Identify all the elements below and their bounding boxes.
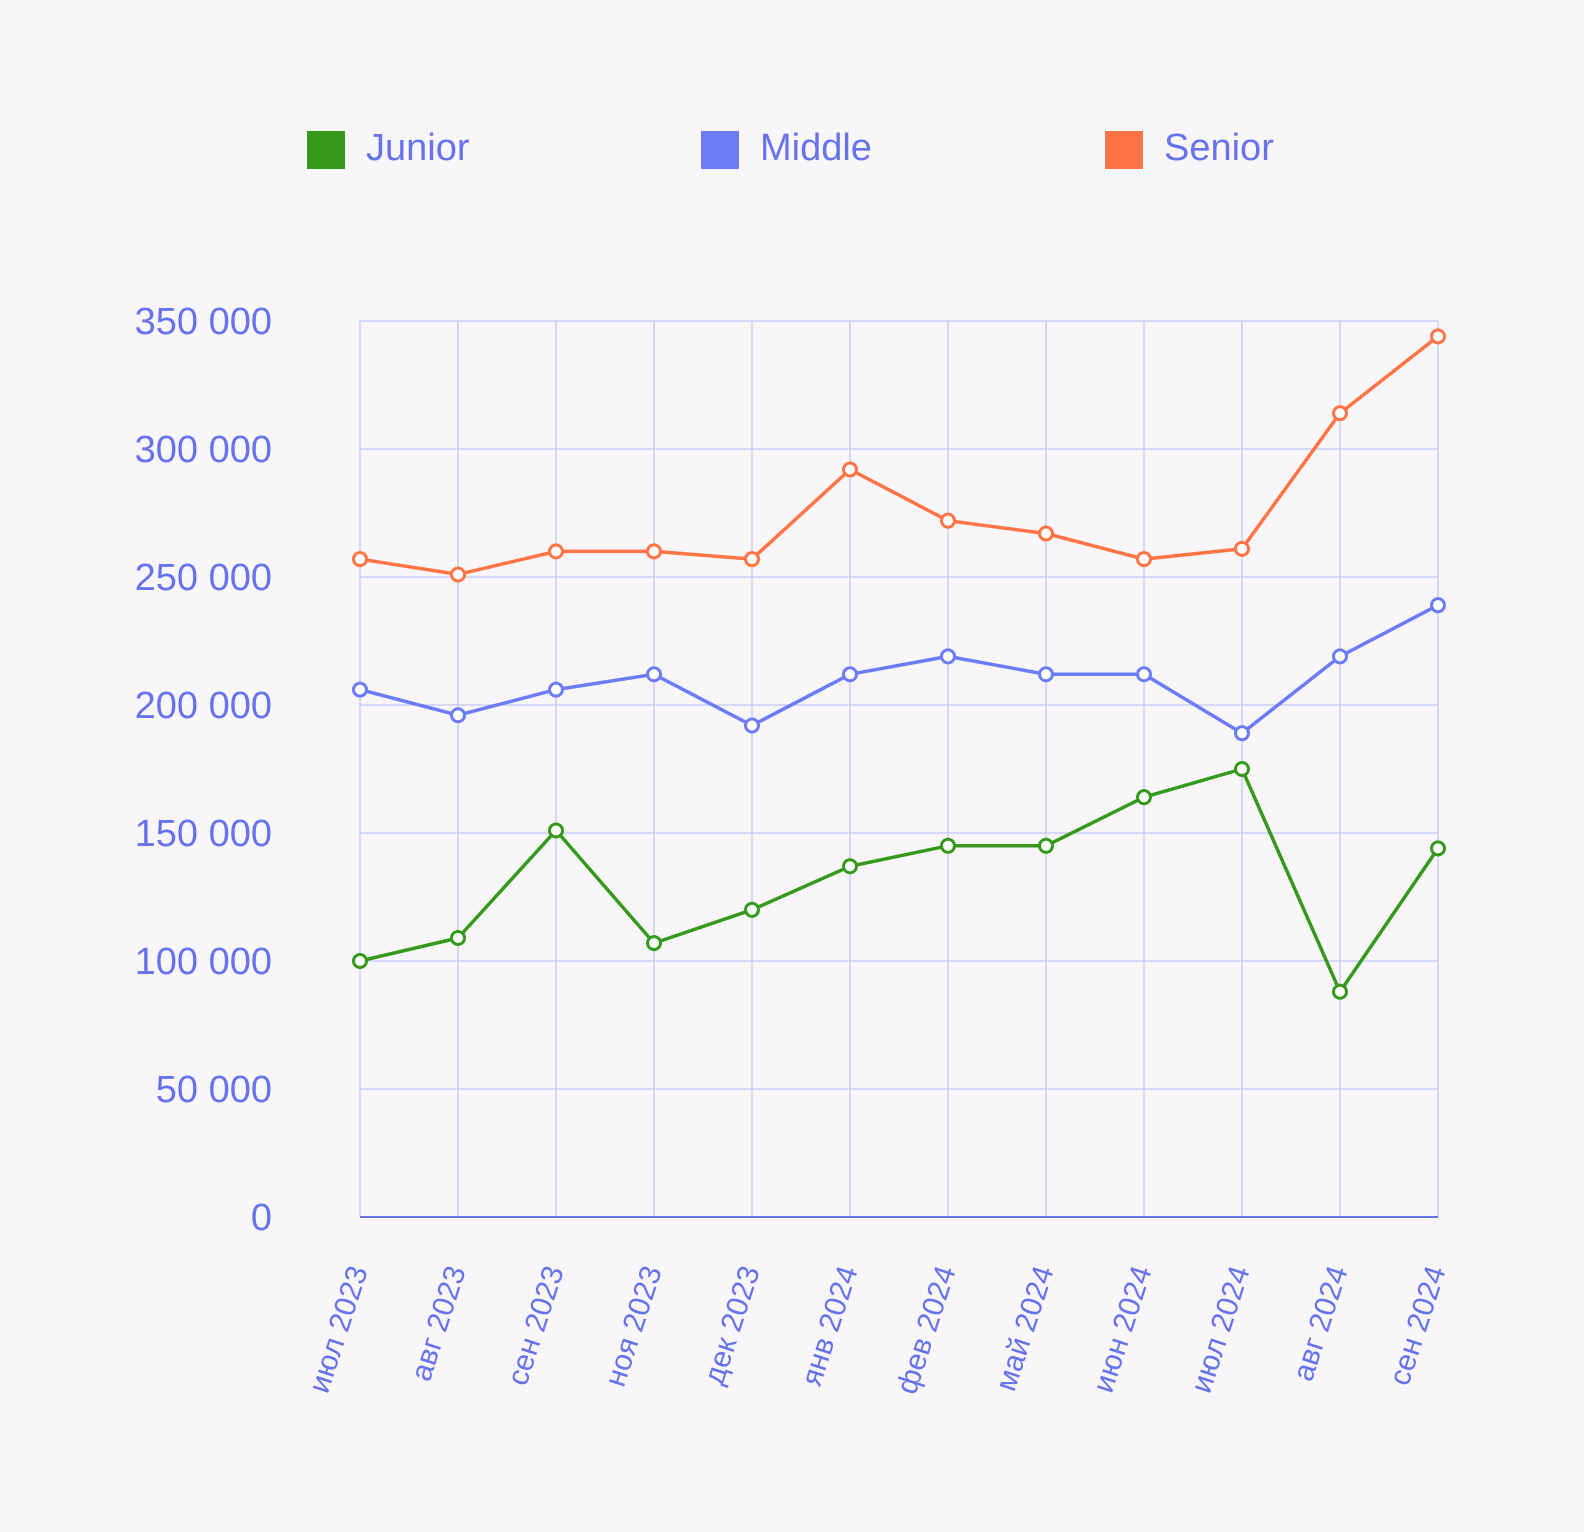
data-point xyxy=(1234,725,1250,742)
series-senior xyxy=(352,328,1446,583)
data-point xyxy=(450,929,466,946)
y-tick-label: 250 000 xyxy=(135,557,272,599)
data-point xyxy=(352,551,368,568)
data-point xyxy=(646,935,662,952)
data-point xyxy=(450,707,466,724)
data-point xyxy=(744,717,760,734)
x-tick-label: июл 2024 xyxy=(1185,1262,1257,1397)
y-tick-label: 50 000 xyxy=(156,1069,272,1111)
x-tick-label: сен 2024 xyxy=(1383,1262,1452,1389)
data-point xyxy=(646,543,662,560)
legend-label-middle: Middle xyxy=(760,127,872,169)
y-tick-label: 300 000 xyxy=(135,429,272,471)
data-point xyxy=(352,953,368,969)
y-tick-label: 350 000 xyxy=(135,301,272,343)
data-point xyxy=(1136,551,1152,568)
data-point xyxy=(548,543,564,560)
data-point xyxy=(450,566,466,583)
x-tick-label: июн 2024 xyxy=(1087,1262,1159,1397)
data-point xyxy=(1332,983,1348,1000)
x-tick-label: сен 2023 xyxy=(501,1262,570,1389)
data-point xyxy=(940,512,956,529)
data-point xyxy=(1234,761,1250,777)
data-point xyxy=(842,461,858,478)
data-point xyxy=(548,681,564,698)
data-point xyxy=(842,666,858,683)
y-axis-ticks: 0 50 000 100 000 150 000 200 000 250 000 300 0… xyxy=(135,301,272,1239)
data-point xyxy=(1430,597,1446,614)
chart-grid xyxy=(359,320,1439,1218)
data-point xyxy=(940,648,956,665)
series-line-middle xyxy=(358,603,1440,735)
legend-swatch-senior xyxy=(1105,131,1143,169)
series-junior xyxy=(352,761,1446,1000)
x-tick-label: янв 2024 xyxy=(795,1262,865,1390)
x-axis-ticks: июл 2023 авг 2023 сен 2023 ноя 2023 дек 2023… xyxy=(303,1262,1453,1398)
data-point xyxy=(1430,840,1446,857)
x-tick-label: дек 2023 xyxy=(697,1262,766,1389)
x-tick-label: май 2024 xyxy=(989,1262,1060,1395)
chart-series xyxy=(352,328,1446,1000)
y-tick-label: 100 000 xyxy=(135,941,272,983)
legend-swatch-junior xyxy=(307,131,345,169)
data-point xyxy=(1136,789,1152,806)
data-point xyxy=(744,901,760,918)
series-line-senior xyxy=(358,334,1440,577)
legend-label-junior: Junior xyxy=(366,127,470,169)
data-point xyxy=(1332,405,1348,422)
data-point xyxy=(1038,837,1054,854)
x-tick-label: авг 2024 xyxy=(1287,1262,1355,1385)
y-tick-label: 200 000 xyxy=(135,685,272,727)
data-point xyxy=(1430,328,1446,345)
data-point xyxy=(646,666,662,683)
data-point xyxy=(1038,666,1054,683)
x-tick-label: июл 2023 xyxy=(303,1262,375,1397)
series-middle xyxy=(352,597,1446,742)
data-point xyxy=(744,551,760,568)
data-point xyxy=(1038,525,1054,542)
x-tick-label: авг 2023 xyxy=(405,1262,473,1385)
data-point xyxy=(940,837,956,854)
data-point xyxy=(1234,540,1250,557)
x-tick-label: ноя 2023 xyxy=(599,1262,669,1391)
data-point xyxy=(842,858,858,875)
data-point xyxy=(548,822,564,839)
legend-label-senior: Senior xyxy=(1164,127,1274,169)
data-point xyxy=(1332,648,1348,665)
y-tick-label: 150 000 xyxy=(135,813,272,855)
chart-legend: Junior Middle Senior xyxy=(307,127,1274,169)
data-point xyxy=(1136,666,1152,683)
x-tick-label: фев 2024 xyxy=(890,1262,962,1398)
data-point xyxy=(352,681,368,698)
y-tick-label: 0 xyxy=(251,1197,272,1239)
series-line-junior xyxy=(358,767,1440,994)
legend-swatch-middle xyxy=(701,131,739,169)
